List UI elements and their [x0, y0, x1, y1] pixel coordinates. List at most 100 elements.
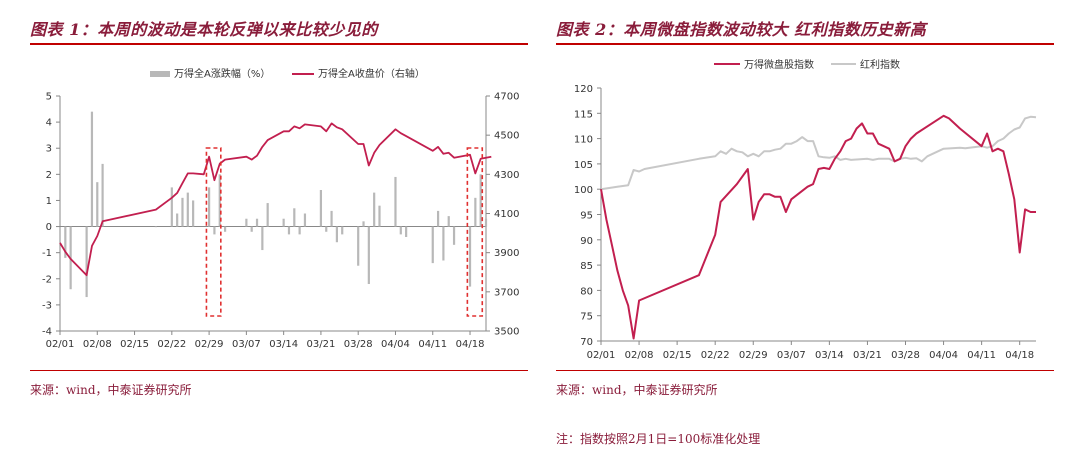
title-rule [556, 43, 1054, 45]
y-tick-label: 85 [580, 261, 593, 272]
pct-change-bar [298, 226, 301, 235]
x-tick-label: 03/14 [815, 350, 844, 361]
pct-change-bar [287, 226, 291, 235]
y-tick-label: 120 [574, 84, 593, 95]
y-tick-label: 100 [574, 185, 593, 196]
pct-change-bar [335, 226, 338, 243]
legend-line-label: 万得全A收盘价（右轴） [318, 67, 425, 80]
y-tick-label: 115 [574, 109, 593, 120]
pct-change-bar [468, 226, 472, 287]
pct-change-bar [170, 187, 173, 227]
x-tick-label: 02/22 [701, 350, 730, 361]
pct-change-bar [405, 226, 408, 237]
x-tick-label: 04/11 [418, 339, 447, 350]
pct-change-bar [255, 218, 259, 227]
pct-change-bar [484, 218, 488, 227]
y-right-tick-label: 4100 [494, 209, 519, 220]
pct-change-bar [357, 226, 360, 266]
y-left-tick-label: -2 [42, 274, 52, 285]
pct-change-bar [282, 218, 285, 227]
pct-change-bar [373, 192, 376, 227]
figure-title: 图表 2：本周微盘指数波动较大 红利指数历史新高 [556, 20, 927, 39]
pct-change-bar [250, 226, 253, 232]
y-right-tick-label: 4500 [494, 131, 519, 142]
bar-line-chart: 5 4 3 2 1 0 -1 -2 -3 -4 4700 4500 4300 4100 3900 3700 35… [42, 67, 519, 350]
pct-change-bar [96, 182, 99, 227]
pct-change-bar [367, 226, 370, 284]
pct-change-bar [154, 226, 157, 228]
x-tick-label: 04/18 [456, 339, 485, 350]
pct-change-bar [208, 187, 211, 227]
pct-change-bar [325, 226, 328, 232]
y-right-tick-label: 4300 [494, 170, 519, 181]
pct-change-bar [436, 210, 440, 227]
legend-micro-label: 万得微盘股指数 [744, 58, 814, 71]
pct-change-bar [101, 163, 104, 227]
pct-change-bar [245, 218, 248, 227]
y-tick-label: 75 [580, 312, 593, 323]
y-left-tick-label: 3 [46, 144, 52, 155]
x-tick-label: 02/29 [195, 339, 224, 350]
pct-change-bar [362, 221, 365, 227]
pct-change-bar [447, 216, 450, 227]
pct-change-bar [442, 226, 445, 261]
y-right-tick-label: 3500 [494, 327, 519, 338]
pct-change-bar [90, 111, 94, 227]
x-tick-label: 02/29 [739, 350, 768, 361]
x-tick-label: 02/22 [157, 339, 186, 350]
title-rule [30, 43, 528, 45]
y-left-tick-label: 2 [46, 170, 52, 181]
pct-change-bar [218, 174, 221, 227]
close-price-line [59, 122, 492, 277]
x-tick-label: 02/08 [625, 350, 654, 361]
legend-bar-swatch [150, 71, 170, 77]
highlight-box [466, 147, 484, 317]
y-tick-label: 105 [574, 160, 593, 171]
pct-change-bar [176, 213, 179, 227]
pct-change-bar [319, 190, 323, 227]
x-tick-label: 02/08 [83, 339, 112, 350]
figure-title: 图表 1：本周的波动是本轮反弹以来比较少见的 [30, 20, 378, 39]
y-tick-label: 80 [580, 286, 593, 297]
x-tick-label: 03/07 [777, 350, 806, 361]
y-left-tick-label: -1 [42, 248, 52, 259]
y-right-tick-label: 4700 [494, 92, 519, 103]
pct-change-bar [330, 210, 333, 227]
dividend-index-line [600, 115, 1037, 191]
highlight-box [205, 147, 222, 317]
pct-change-bar [181, 197, 184, 227]
source-text: 来源：wind，中泰证券研究所 [556, 383, 718, 397]
legend-bar-label: 万得全A涨跌幅（%） [174, 67, 270, 80]
y-left-tick-label: -3 [42, 300, 52, 311]
microcap-index-line [600, 114, 1036, 340]
y-tick-label: 110 [574, 135, 593, 146]
y-left-tick-label: 1 [46, 196, 52, 207]
source-text: 来源：wind，中泰证券研究所 [30, 383, 192, 397]
pct-change-bar [85, 226, 88, 298]
y-tick-label: 70 [580, 337, 593, 348]
x-tick-label: 03/28 [344, 339, 373, 350]
pct-change-bar [186, 192, 189, 227]
x-tick-label: 03/21 [853, 350, 882, 361]
pct-change-bar [223, 226, 227, 232]
x-tick-label: 03/14 [269, 339, 298, 350]
note-text: 注：指数按照2月1日=100标准化处理 [556, 432, 761, 446]
pct-change-bar [474, 197, 477, 227]
y-tick-label: 90 [580, 236, 593, 247]
source-rule [556, 370, 1054, 371]
legend-dividend-label: 红利指数 [860, 58, 900, 71]
pct-change-bar [64, 226, 67, 258]
x-tick-label: 02/01 [587, 350, 616, 361]
pct-change-bar [192, 200, 195, 227]
y-left-tick-label: 5 [46, 92, 52, 103]
y-right-tick-label: 3700 [494, 287, 519, 298]
line-chart: 120 115 110 105 100 95 90 85 80 75 70 02/01 02/08 02/… [574, 58, 1037, 361]
pct-change-bar [293, 208, 296, 227]
pct-change-bar [341, 226, 344, 235]
y-left-tick-label: -4 [42, 327, 52, 338]
pct-change-bar [303, 213, 307, 227]
pct-change-bar [213, 226, 216, 235]
y-right-tick-label: 3900 [494, 248, 519, 259]
pct-change-bar [261, 226, 264, 251]
x-tick-label: 04/18 [1005, 350, 1034, 361]
